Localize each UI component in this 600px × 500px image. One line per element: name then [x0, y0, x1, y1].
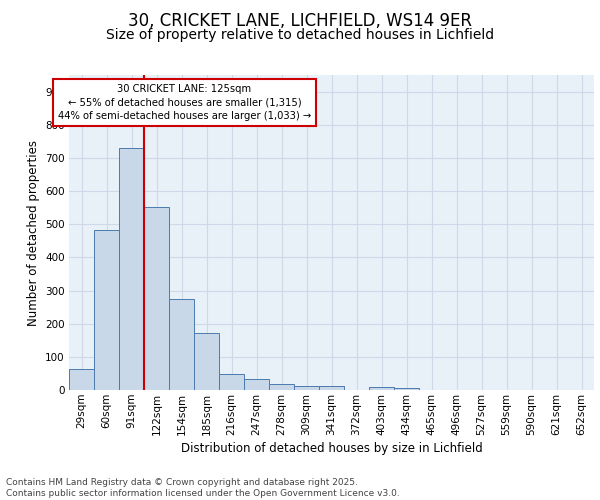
Y-axis label: Number of detached properties: Number of detached properties — [26, 140, 40, 326]
Bar — [169, 300, 194, 390]
Bar — [269, 384, 294, 390]
Text: 30 CRICKET LANE: 125sqm
← 55% of detached houses are smaller (1,315)
44% of semi: 30 CRICKET LANE: 125sqm ← 55% of detache… — [58, 84, 311, 121]
Bar — [119, 148, 144, 390]
Text: Size of property relative to detached houses in Lichfield: Size of property relative to detached ho… — [106, 28, 494, 42]
X-axis label: Distribution of detached houses by size in Lichfield: Distribution of detached houses by size … — [181, 442, 482, 455]
Bar — [244, 378, 269, 390]
Text: Contains HM Land Registry data © Crown copyright and database right 2025.
Contai: Contains HM Land Registry data © Crown c… — [6, 478, 400, 498]
Bar — [194, 332, 219, 390]
Bar — [94, 230, 119, 390]
Bar — [294, 386, 319, 390]
Bar — [219, 374, 244, 390]
Bar — [144, 206, 169, 390]
Bar — [369, 388, 394, 390]
Bar — [394, 388, 419, 390]
Text: 30, CRICKET LANE, LICHFIELD, WS14 9ER: 30, CRICKET LANE, LICHFIELD, WS14 9ER — [128, 12, 472, 30]
Bar — [319, 386, 344, 390]
Bar — [69, 370, 94, 390]
